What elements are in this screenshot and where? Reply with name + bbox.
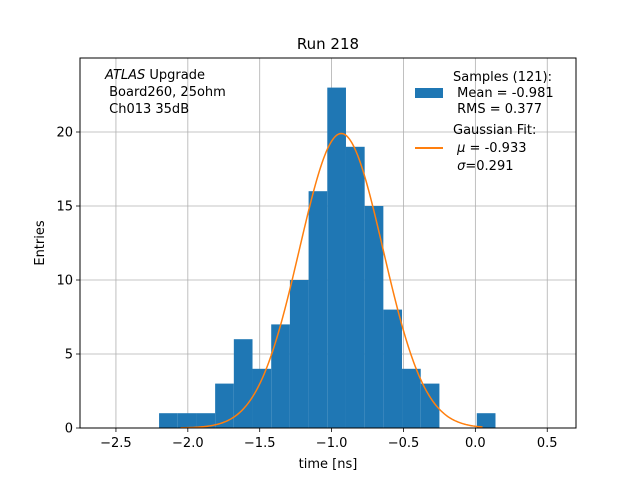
- y-tick-label: 0: [65, 422, 73, 437]
- legend-fit-mu-symbol: μ: [456, 141, 465, 156]
- histogram-bar: [233, 339, 253, 428]
- x-axis-label: time [ns]: [299, 457, 358, 472]
- axes-frame: [79, 57, 577, 429]
- annotation-line-2: Board260, 25ohm: [105, 85, 226, 100]
- legend-samples-line-3: RMS = 0.377: [453, 102, 542, 117]
- x-tick-label: −1.0: [316, 436, 348, 451]
- legend-fit-sigma-value: =0.291: [465, 159, 513, 174]
- histogram-bar: [420, 383, 440, 428]
- histogram-bars: [159, 87, 496, 429]
- histogram-bar: [159, 413, 178, 428]
- y-tick-label: 10: [56, 274, 73, 289]
- legend-samples-swatch: [415, 88, 443, 98]
- x-tick-label: −1.5: [244, 436, 276, 451]
- legend-fit-sigma-symbol: σ: [457, 159, 466, 174]
- y-tick-label: 15: [56, 200, 73, 215]
- histogram-bar: [215, 383, 234, 428]
- legend-samples-line-1: Samples (121):: [453, 70, 552, 85]
- chart-title: Run 218: [297, 35, 359, 53]
- y-axis-ticks: 0 5 10 15 20: [56, 126, 80, 437]
- histogram-bar: [476, 413, 496, 428]
- y-tick-label: 20: [56, 126, 73, 141]
- legend-fit-line-2: μ = -0.933: [453, 141, 527, 156]
- annotation-line-1: ATLAS Upgrade: [104, 68, 205, 83]
- histogram-bar: [402, 368, 421, 428]
- x-tick-label: −2.5: [100, 436, 132, 451]
- legend: Samples (121): Mean = -0.981 RMS = 0.377…: [415, 70, 554, 174]
- legend-fit-line-3: σ=0.291: [453, 159, 514, 174]
- annotation-line-3: Ch013 35dB: [105, 102, 189, 117]
- histogram-bar: [383, 309, 403, 428]
- x-tick-label: 0.5: [537, 436, 558, 451]
- x-tick-label: −2.0: [172, 436, 204, 451]
- histogram-bar: [252, 368, 272, 428]
- histogram-bar: [177, 413, 197, 428]
- y-tick-label: 5: [65, 348, 73, 363]
- histogram-bar: [364, 206, 384, 428]
- annotation-upgrade: Upgrade: [145, 68, 205, 83]
- y-axis-label: Entries: [33, 220, 48, 266]
- annotation-atlas: ATLAS: [104, 68, 145, 83]
- histogram-bar: [327, 87, 346, 428]
- x-axis-ticks: −2.5 −2.0 −1.5 −1.0 −0.5 0.0 0.5: [100, 428, 558, 451]
- gaussian-fit-line: [180, 132, 483, 429]
- legend-fit-mu-value: = -0.933: [465, 141, 526, 156]
- histogram-bar: [271, 324, 290, 428]
- legend-fit-line-1: Gaussian Fit:: [453, 123, 536, 138]
- histogram-bar: [196, 413, 216, 428]
- histogram-bar: [289, 280, 309, 428]
- x-tick-label: −0.5: [388, 436, 420, 451]
- annotation-box: ATLAS Upgrade Board260, 25ohm Ch013 35dB: [104, 68, 226, 117]
- histogram-bar: [308, 191, 328, 428]
- histogram-bar: [345, 146, 365, 429]
- x-tick-label: 0.0: [465, 436, 486, 451]
- legend-samples-line-2: Mean = -0.981: [453, 86, 554, 101]
